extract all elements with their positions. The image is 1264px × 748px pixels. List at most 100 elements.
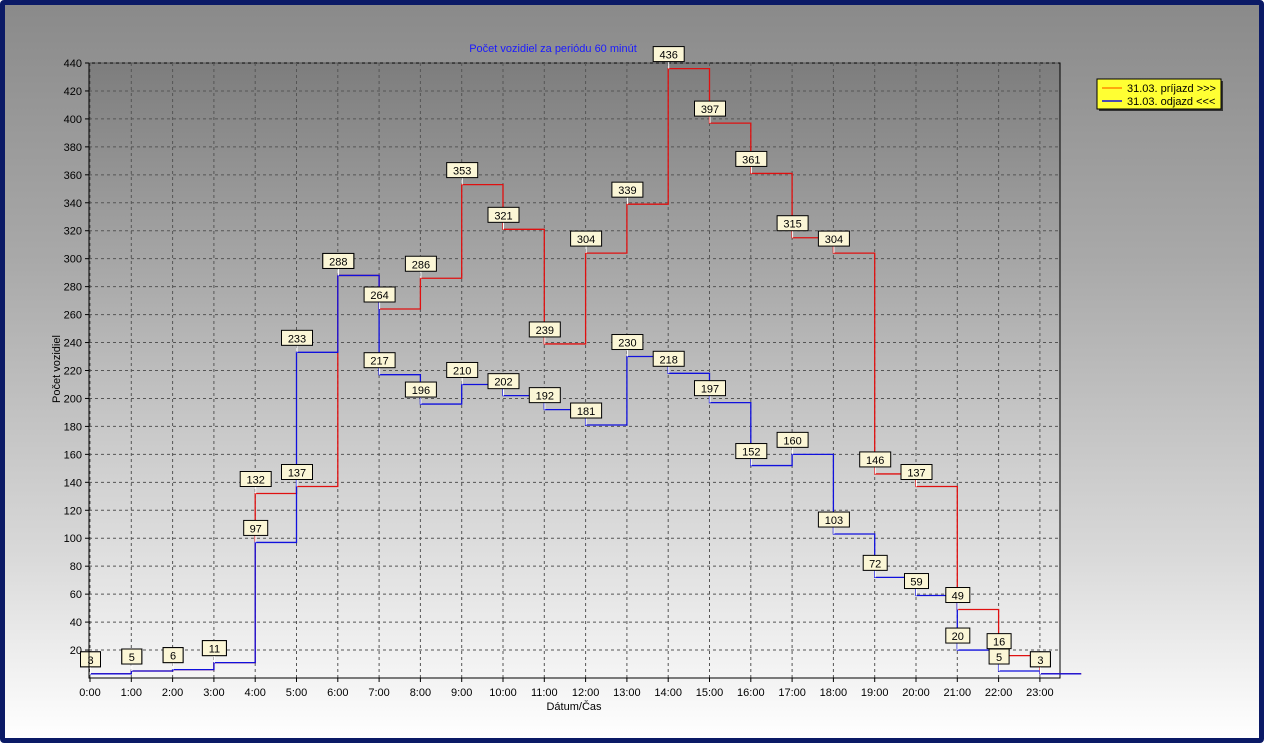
data-label: 72 [862, 554, 888, 578]
label-value: 339 [618, 185, 636, 197]
plot-background [88, 62, 1061, 679]
data-label: 339 [611, 181, 644, 205]
x-tick-label: 11:00 [531, 687, 558, 699]
data-label: 288 [322, 252, 355, 276]
label-box [652, 350, 685, 367]
label-box [322, 252, 355, 269]
data-label: 132 [239, 471, 272, 494]
x-tick-label: 23:00 [1026, 687, 1054, 699]
label-value: 152 [742, 447, 760, 459]
x-tick-label: 13:00 [613, 687, 641, 699]
label-value: 72 [869, 558, 881, 570]
label-box [528, 387, 561, 404]
label-value: 97 [250, 523, 262, 535]
label-value: 20 [952, 631, 964, 643]
data-label: 321 [487, 206, 520, 230]
data-label: 397 [694, 100, 726, 124]
y-tick-label: 360 [64, 170, 82, 182]
label-box [243, 519, 269, 536]
chart: 3561113213728826428635332123930433943639… [51, 43, 1223, 713]
label-value: 5 [129, 652, 135, 664]
data-label: 152 [735, 443, 768, 466]
x-tick-label: 6:00 [327, 687, 348, 699]
label-box [611, 334, 644, 351]
x-tick-label: 14:00 [654, 687, 682, 699]
label-value: 233 [288, 333, 306, 345]
label-box [694, 100, 726, 117]
label-value: 6 [170, 651, 176, 663]
label-value: 146 [866, 455, 884, 467]
y-tick-label: 400 [64, 114, 82, 126]
x-tick-label: 10:00 [489, 687, 517, 699]
label-value: 239 [536, 325, 554, 337]
label-box [776, 215, 809, 232]
data-label: 315 [776, 215, 809, 238]
legend-entry: 31.03. príjazd >>> [1127, 83, 1216, 95]
label-value: 192 [536, 391, 554, 403]
label-value: 3 [87, 655, 93, 667]
label-box [363, 286, 396, 303]
label-value: 218 [660, 354, 678, 366]
data-label: 196 [404, 381, 437, 405]
y-tick-label: 60 [70, 589, 82, 601]
data-label: 5 [121, 648, 143, 672]
y-tick-label: 320 [64, 226, 82, 238]
legend-box [1096, 78, 1222, 110]
axes: 2040608010012014016018020022024026028030… [64, 58, 1060, 699]
label-box [859, 451, 892, 468]
x-tick-label: 22:00 [985, 687, 1013, 699]
data-label: 20 [945, 627, 971, 651]
data-label: 197 [694, 380, 726, 403]
data-label: 264 [363, 286, 396, 309]
data-label: 304 [817, 230, 850, 254]
label-value: 196 [412, 385, 430, 397]
y-tick-label: 20 [70, 645, 82, 657]
data-label: 218 [652, 350, 685, 374]
data-label: 304 [570, 230, 603, 254]
data-label: 3 [80, 651, 101, 674]
label-value: 160 [783, 435, 801, 447]
data-label: 6 [162, 647, 184, 670]
data-label: 3 [1029, 651, 1051, 674]
label-box [404, 381, 437, 398]
x-tick-label: 1:00 [121, 687, 142, 699]
x-tick-label: 15:00 [696, 687, 724, 699]
data-label: 146 [859, 451, 892, 474]
x-tick-label: 5:00 [286, 687, 307, 699]
x-tick-label: 2:00 [162, 687, 183, 699]
y-tick-label: 80 [70, 561, 82, 573]
label-value: 49 [952, 591, 964, 603]
label-value: 137 [288, 468, 306, 480]
label-box [735, 443, 768, 460]
x-tick-label: 21:00 [944, 687, 972, 699]
y-tick-label: 180 [64, 421, 82, 433]
y-tick-label: 420 [64, 86, 82, 98]
x-tick-label: 0:00 [79, 687, 100, 699]
label-value: 321 [494, 210, 512, 222]
label-box [239, 471, 272, 487]
data-label: 137 [281, 464, 313, 487]
chart-title: Počet vozidiel za periódu 60 minút [469, 43, 637, 55]
x-tick-label: 3:00 [203, 687, 224, 699]
data-label: 217 [363, 352, 396, 375]
y-axis-title: Počet vozidiel [51, 335, 63, 403]
x-tick-label: 16:00 [737, 687, 765, 699]
label-value: 11 [209, 644, 220, 656]
label-box [817, 230, 850, 247]
label-value: 181 [577, 406, 595, 418]
label-value: 59 [910, 577, 922, 589]
y-tick-label: 200 [64, 393, 82, 405]
y-tick-label: 300 [64, 254, 82, 266]
legend[interactable]: 31.03. príjazd >>>31.03. odjazd <<< [1096, 78, 1223, 111]
x-tick-label: 18:00 [820, 687, 848, 699]
y-tick-label: 40 [70, 617, 82, 629]
label-value: 436 [660, 50, 678, 62]
x-tick-label: 20:00 [902, 687, 930, 699]
label-box [817, 511, 850, 528]
label-value: 3 [1037, 655, 1043, 667]
label-box [121, 648, 143, 665]
label-box [735, 150, 768, 167]
label-box [1029, 651, 1051, 668]
data-label: 286 [404, 255, 437, 279]
label-box [80, 651, 101, 668]
